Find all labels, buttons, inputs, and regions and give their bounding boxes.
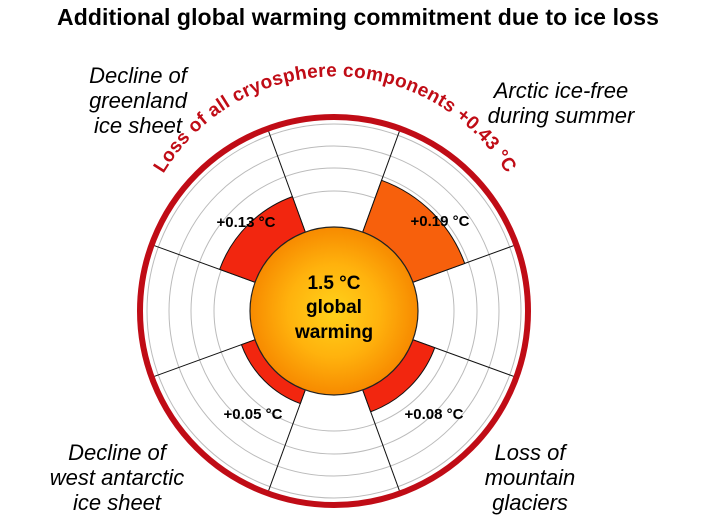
value-west-antarctic: +0.05 °C — [224, 406, 283, 423]
value-glaciers: +0.08 °C — [405, 406, 464, 423]
center-line-1: 1.5 °C — [307, 273, 360, 294]
value-arctic: +0.19 °C — [411, 213, 470, 230]
value-greenland: +0.13 °C — [217, 214, 276, 231]
divider-line — [154, 339, 256, 377]
label-arctic: Arctic ice-free during summer — [487, 78, 635, 128]
divider-line — [268, 389, 306, 491]
center-line-2: global — [306, 297, 362, 318]
outer-ring — [137, 114, 531, 508]
label-glaciers: Loss of mountain glaciers — [484, 440, 576, 515]
page-title: Additional global warming commitment due… — [57, 4, 659, 30]
label-greenland: Decline of greenland ice sheet — [89, 63, 187, 138]
grid-circle — [146, 123, 522, 499]
grid-circle — [168, 145, 500, 477]
center-line-3: warming — [294, 322, 373, 343]
grid-circles — [146, 123, 522, 499]
grid-circle — [213, 190, 455, 432]
center-circle — [249, 226, 419, 396]
grid-circle — [190, 167, 478, 455]
label-west-antarctic: Decline of west antarctic ice sheet — [49, 440, 185, 515]
